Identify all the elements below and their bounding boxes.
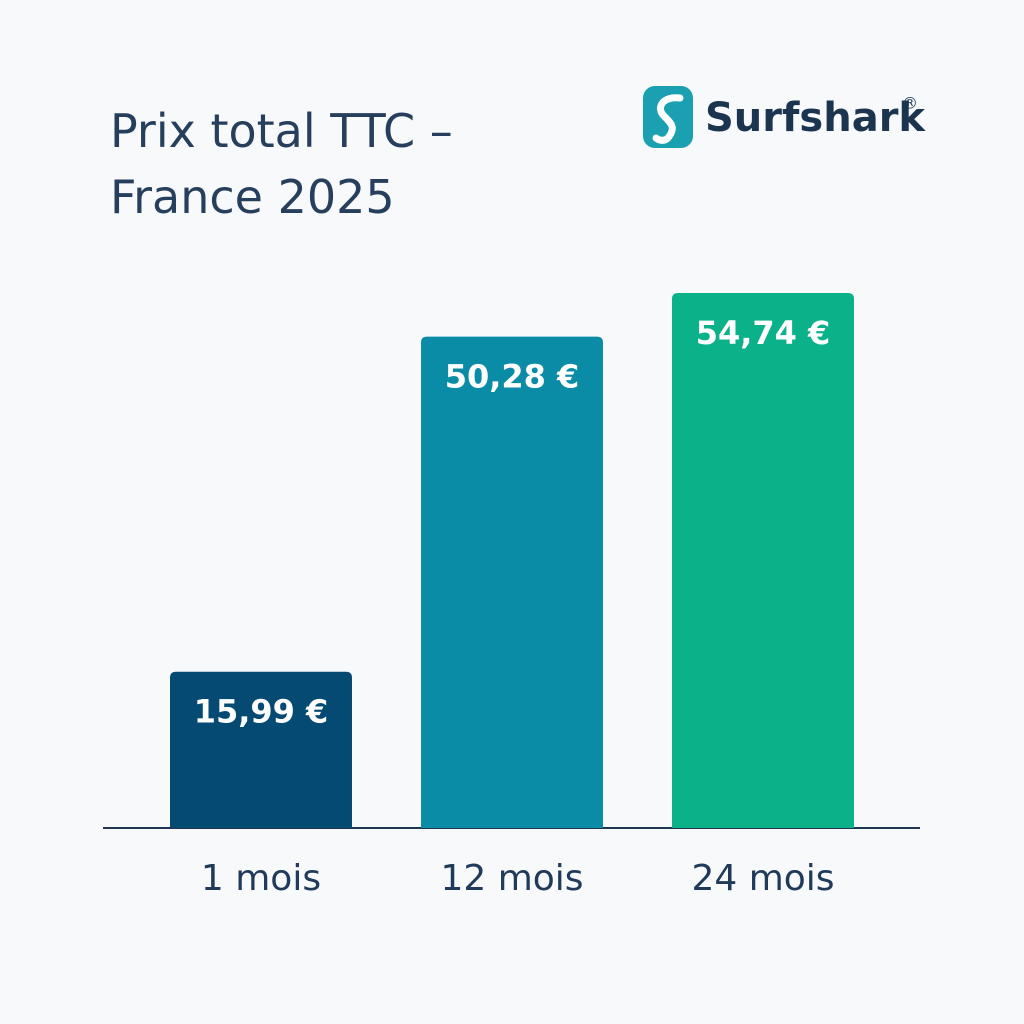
logo-s [652,94,684,144]
bar [170,671,352,828]
x-tick-label: 24 mois [691,858,834,899]
logo-registered: ® [902,94,918,113]
x-tick-label: 1 mois [201,858,321,899]
x-tick-label: 12 mois [440,858,583,899]
logo-text: Surfshark [705,95,926,141]
value-label: 15,99 € [194,693,329,731]
logo: Surfshark ® [643,86,926,148]
chart-title: Prix total TTC – France 2025 [110,104,453,224]
value-label: 54,74 € [696,314,831,352]
bar [421,336,603,828]
value-label: 50,28 € [445,358,580,396]
bar [672,293,854,828]
